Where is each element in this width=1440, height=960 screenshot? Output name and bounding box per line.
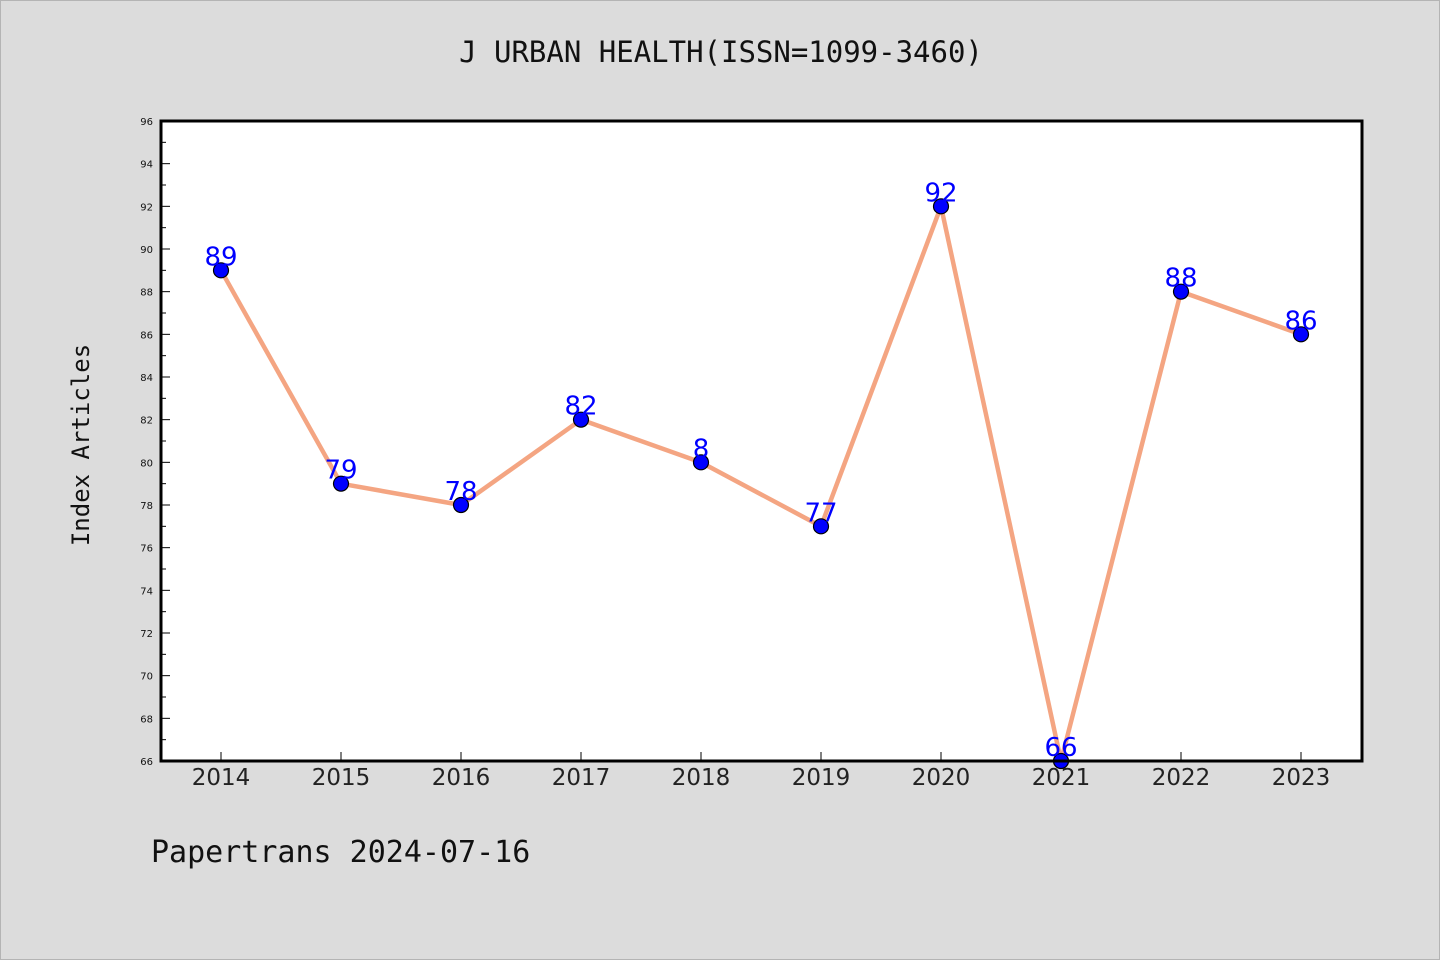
data-point <box>212 262 230 279</box>
data-label: 89 <box>204 242 237 272</box>
plot-area <box>161 121 1362 761</box>
data-point <box>812 518 830 535</box>
series-line <box>218 204 1304 764</box>
data-label: 79 <box>324 456 357 486</box>
data-point <box>572 411 590 428</box>
data-label: 88 <box>1164 264 1197 294</box>
x-tick-label: 2018 <box>672 765 731 791</box>
y-tick-label: 92 <box>140 202 153 213</box>
chart-title: J URBAN HEALTH(ISSN=1099-3460) <box>459 35 983 69</box>
data-point <box>1292 326 1310 343</box>
y-tick-label: 84 <box>140 373 153 384</box>
y-tick-label: 90 <box>140 245 153 256</box>
x-tick-label: 2021 <box>1032 765 1091 791</box>
x-tick-label: 2020 <box>912 765 971 791</box>
x-tick-label: 2016 <box>432 765 491 791</box>
data-label: 82 <box>564 392 597 422</box>
data-label: 77 <box>804 498 837 528</box>
y-tick-label: 86 <box>140 330 153 341</box>
y-tick-label: 96 <box>140 117 153 128</box>
data-label: 66 <box>1044 733 1077 763</box>
data-label-group: 89 79 78 82 8 77 92 66 88 86 <box>204 178 1317 763</box>
y-tick-label: 80 <box>140 458 153 469</box>
footer-note: Papertrans 2024-07-16 <box>151 835 531 870</box>
x-tick-label: 2022 <box>1152 765 1211 791</box>
x-tick-label: 2017 <box>552 765 611 791</box>
data-label: 8 <box>693 434 710 464</box>
y-tick-label: 66 <box>140 757 153 768</box>
y-axis: 66 68 70 72 74 76 78 80 82 84 86 88 90 92 94 96 <box>140 117 170 768</box>
y-tick-label: 94 <box>140 160 153 171</box>
y-tick-label: 70 <box>140 672 153 683</box>
data-point <box>1172 283 1190 300</box>
y-tick-label: 78 <box>140 501 153 512</box>
y-tick-label: 82 <box>140 416 153 427</box>
x-tick-label: 2023 <box>1272 765 1331 791</box>
y-tick-label: 74 <box>140 586 153 597</box>
x-tick-label: 2014 <box>192 765 251 791</box>
data-point <box>332 475 350 492</box>
y-tick-label: 68 <box>140 714 153 725</box>
x-tick-label: 2019 <box>792 765 851 791</box>
x-axis: 2014 2015 2016 2017 2018 2019 2020 2021 2022 2023 <box>192 752 1331 791</box>
y-tick-label: 76 <box>140 544 153 555</box>
data-point <box>932 198 950 215</box>
y-tick-label: 88 <box>140 288 153 299</box>
data-label: 86 <box>1284 306 1317 336</box>
data-label: 92 <box>924 178 957 208</box>
y-tick-label: 72 <box>140 629 153 640</box>
x-tick-label: 2015 <box>312 765 371 791</box>
data-point <box>452 496 470 514</box>
data-label: 78 <box>444 477 477 507</box>
series-line-group <box>218 204 1304 764</box>
data-point <box>692 454 710 471</box>
plot-frame <box>159 119 1364 763</box>
